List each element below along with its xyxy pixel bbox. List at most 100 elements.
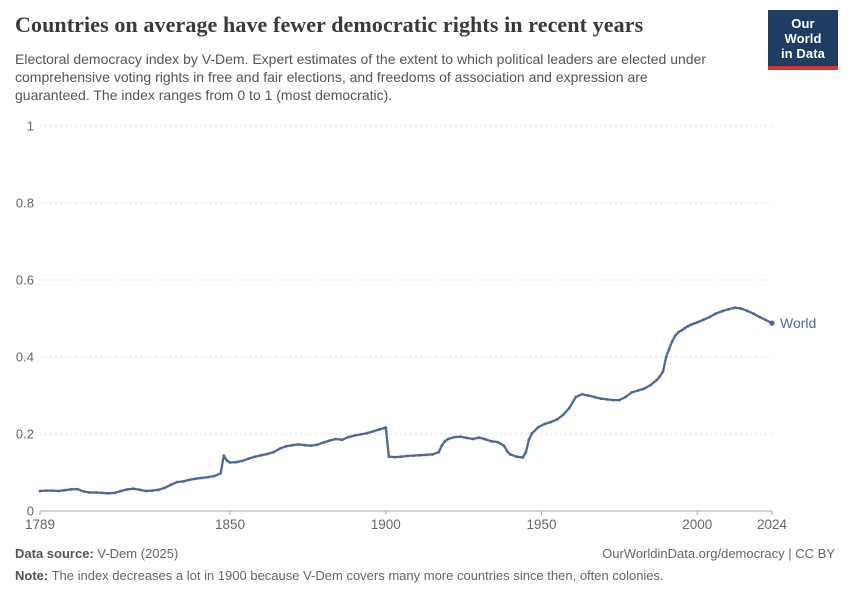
data-point-marker	[530, 431, 534, 435]
data-point-marker	[371, 429, 375, 433]
data-point-marker	[702, 318, 705, 322]
data-point-marker	[446, 437, 450, 441]
data-point-marker	[406, 454, 409, 458]
data-point-marker	[686, 324, 690, 328]
data-point-marker	[670, 339, 674, 343]
y-tick-label: 0	[27, 504, 34, 519]
data-point-marker	[76, 487, 79, 491]
data-point-marker	[228, 461, 232, 464]
data-point-marker	[247, 457, 251, 460]
subtitle-line: Electoral democracy index by V-Dem. Expe…	[15, 51, 707, 67]
data-point-marker	[733, 306, 736, 310]
license-link[interactable]: OurWorldinData.org/democracy | CC BY	[602, 546, 835, 561]
data-point-marker	[163, 486, 167, 490]
data-point-marker	[119, 489, 123, 493]
data-point-marker	[347, 435, 350, 439]
data-point-marker	[568, 406, 571, 410]
data-point-marker	[751, 312, 755, 315]
x-tick-label: 1789	[25, 517, 55, 532]
data-point-marker	[219, 471, 223, 475]
data-point-marker	[266, 452, 269, 456]
data-point-marker	[272, 450, 275, 454]
data-point-marker	[157, 488, 160, 492]
data-point-marker	[524, 450, 528, 454]
data-point-marker	[222, 454, 226, 457]
data-point-marker	[234, 460, 238, 464]
data-point-marker	[315, 443, 319, 447]
data-point-marker	[88, 491, 92, 494]
data-point-marker	[225, 459, 229, 462]
data-point-marker	[113, 491, 117, 495]
data-point-marker	[452, 435, 456, 439]
data-point-marker	[593, 395, 596, 399]
data-point-marker	[484, 438, 487, 441]
data-point-marker	[667, 347, 671, 351]
data-point-marker	[387, 455, 391, 459]
data-point-marker	[664, 355, 668, 359]
data-point-marker	[57, 489, 61, 493]
data-point-marker	[194, 477, 198, 481]
data-point-marker	[745, 309, 749, 313]
data-point-marker	[537, 425, 540, 429]
x-tick-label: 1900	[371, 517, 401, 532]
line-end-marker	[769, 320, 775, 326]
data-point-marker	[505, 449, 509, 453]
data-point-marker	[618, 398, 621, 402]
data-point-marker	[334, 437, 338, 441]
data-point-marker	[353, 434, 356, 437]
data-point-marker	[655, 378, 659, 382]
data-point-marker	[412, 454, 416, 457]
data-point-marker	[527, 438, 531, 441]
data-point-marker	[521, 456, 525, 459]
data-point-marker	[543, 422, 546, 426]
data-point-marker	[297, 443, 300, 446]
data-point-marker	[206, 475, 210, 479]
data-point-marker	[630, 391, 634, 394]
owid-logo[interactable]: Our World in Data	[768, 10, 838, 70]
x-tick-label: 2000	[682, 517, 712, 532]
data-point-marker	[100, 491, 104, 495]
y-tick-label: 0.4	[16, 350, 34, 365]
x-tick-label: 2024	[757, 517, 788, 532]
data-point-marker	[636, 389, 640, 392]
data-point-marker	[437, 450, 441, 454]
x-tick-label: 1850	[215, 517, 245, 532]
chart-subtitle: Electoral democracy index by V-Dem. Expe…	[15, 50, 763, 104]
data-point-marker	[393, 455, 397, 459]
data-point-marker	[150, 489, 154, 492]
chart-footer: Data source: V-Dem (2025) OurWorldinData…	[15, 546, 835, 561]
data-point-marker	[284, 444, 288, 448]
x-tick-label: 1950	[526, 517, 556, 532]
data-point-marker	[611, 398, 615, 402]
data-point-marker	[674, 334, 677, 337]
data-point-marker	[624, 395, 627, 399]
data-point-marker	[38, 489, 42, 493]
data-point-marker	[132, 487, 135, 491]
data-point-marker	[322, 441, 325, 444]
data-point-marker	[365, 431, 369, 435]
data-point-marker	[278, 447, 282, 450]
data-point-marker	[549, 420, 553, 424]
data-point-marker	[94, 491, 98, 494]
data-point-marker	[580, 392, 584, 396]
data-point-marker	[259, 453, 263, 457]
data-point-marker	[241, 459, 244, 463]
data-point-marker	[309, 444, 313, 447]
data-point-marker	[649, 383, 652, 387]
data-point-marker	[340, 438, 344, 442]
data-point-marker	[471, 437, 475, 441]
y-tick-label: 0.8	[16, 196, 34, 211]
data-point-marker	[107, 491, 110, 495]
data-point-marker	[424, 453, 428, 457]
data-point-marker	[175, 480, 179, 484]
y-tick-label: 0.2	[16, 427, 34, 442]
chart-line-world[interactable]	[38, 306, 774, 495]
subtitle-line: comprehensive voting rights in free and …	[15, 69, 648, 85]
data-point-marker	[496, 440, 500, 444]
data-point-marker	[574, 395, 578, 399]
data-point-marker	[144, 489, 148, 493]
data-point-marker	[727, 307, 730, 311]
